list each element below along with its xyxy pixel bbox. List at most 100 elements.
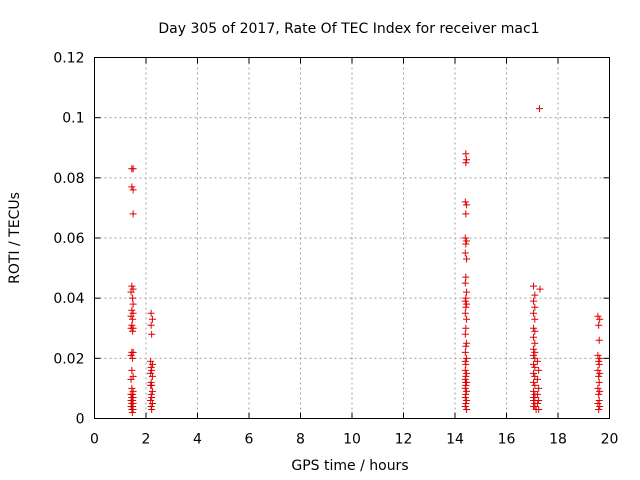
- x-tick-label: 0: [90, 432, 99, 448]
- data-point: [129, 390, 137, 398]
- data-point: [462, 240, 470, 248]
- data-point: [531, 363, 539, 371]
- x-tick-label: 16: [498, 432, 516, 448]
- data-point: [531, 315, 539, 323]
- data-point: [128, 321, 136, 329]
- data-point: [128, 183, 136, 191]
- data-point: [596, 354, 604, 362]
- data-point: [129, 354, 137, 362]
- data-point: [147, 402, 155, 410]
- data-point: [595, 405, 603, 413]
- data-point: [463, 405, 471, 413]
- data-point: [148, 372, 156, 380]
- x-tick-label: 18: [549, 432, 567, 448]
- data-point: [596, 387, 604, 395]
- data-point: [596, 369, 604, 377]
- data-point: [463, 315, 471, 323]
- data-point: [532, 405, 540, 413]
- y-axis-ticks: 0 0.02 0.04 0.06 0.08 0.1 0.12: [53, 51, 610, 428]
- data-point: [594, 366, 602, 374]
- x-tick-label: 20: [601, 432, 619, 448]
- data-point: [462, 210, 470, 218]
- data-point: [535, 384, 543, 392]
- data-point: [594, 384, 602, 392]
- data-point: [531, 348, 539, 356]
- data-point: [463, 255, 471, 263]
- x-tick-label: 6: [245, 432, 254, 448]
- data-point: [461, 330, 469, 338]
- data-point: [461, 375, 469, 383]
- data-point: [595, 378, 603, 386]
- data-point: [462, 324, 470, 332]
- data-point: [463, 396, 471, 404]
- data-point: [129, 294, 137, 302]
- x-tick-label: 14: [446, 432, 464, 448]
- data-point: [595, 396, 603, 404]
- data-point: [461, 234, 469, 242]
- data-point: [127, 324, 135, 332]
- x-tick-label: 4: [193, 432, 202, 448]
- data-point: [462, 399, 470, 407]
- data-point: [535, 366, 543, 374]
- data-point: [595, 372, 603, 380]
- data-point: [462, 342, 470, 350]
- data-point: [129, 165, 137, 173]
- data-point: [147, 390, 155, 398]
- data-point: [148, 387, 156, 395]
- data-point: [461, 279, 469, 287]
- y-tick-label: 0.12: [53, 51, 84, 67]
- data-point: [462, 294, 470, 302]
- data-point: [530, 324, 538, 332]
- y-tick-label: 0: [76, 412, 85, 428]
- y-axis-label: ROTI / TECUs: [7, 192, 23, 284]
- data-point: [129, 315, 137, 323]
- data-point: [531, 327, 539, 335]
- data-point: [531, 402, 539, 410]
- data-point: [530, 282, 538, 290]
- data-point: [531, 393, 539, 401]
- data-point: [148, 330, 156, 338]
- data-point: [147, 396, 155, 404]
- data-point: [147, 369, 155, 377]
- data-point: [530, 387, 538, 395]
- data-point: [127, 375, 135, 383]
- data-point: [535, 105, 543, 113]
- data-point: [594, 351, 602, 359]
- data-point: [463, 156, 471, 164]
- data-point: [148, 366, 156, 374]
- data-point: [594, 312, 602, 320]
- y-tick-label: 0.1: [62, 111, 84, 127]
- data-point: [462, 378, 470, 386]
- data-point: [129, 300, 137, 308]
- data-point: [461, 348, 469, 356]
- data-point: [463, 369, 471, 377]
- data-point: [461, 357, 469, 365]
- data-point: [533, 375, 541, 383]
- data-point: [147, 321, 155, 329]
- data-point: [463, 354, 471, 362]
- data-point: [129, 327, 137, 335]
- data-point: [148, 405, 156, 413]
- data-point: [462, 273, 470, 281]
- data-point: [462, 390, 470, 398]
- data-point: [148, 315, 156, 323]
- data-point: [461, 309, 469, 317]
- y-tick-label: 0.02: [53, 351, 84, 367]
- data-point: [128, 408, 136, 416]
- data-point: [595, 390, 603, 398]
- data-point: [536, 285, 544, 293]
- data-point: [461, 366, 469, 374]
- y-tick-label: 0.08: [53, 171, 84, 187]
- data-point: [148, 360, 156, 368]
- data-point: [129, 402, 137, 410]
- data-point: [462, 303, 470, 311]
- data-point: [530, 396, 538, 404]
- data-point: [530, 309, 538, 317]
- data-point: [129, 405, 137, 413]
- data-point: [530, 333, 538, 341]
- x-tick-label: 12: [395, 432, 413, 448]
- data-point: [461, 393, 469, 401]
- data-point: [463, 387, 471, 395]
- data-point: [595, 357, 603, 365]
